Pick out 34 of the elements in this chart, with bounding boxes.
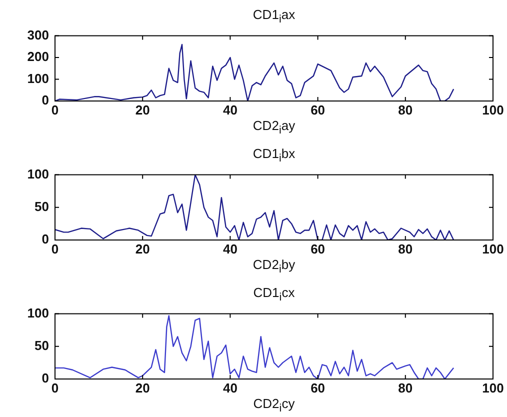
x-tick-label: 60 bbox=[310, 380, 326, 396]
chart-title: CD1$_{i}$bx bbox=[252, 146, 296, 165]
x-tick-label: 40 bbox=[222, 380, 238, 396]
x-tick-label: 0 bbox=[51, 102, 59, 118]
x-tick-label: 80 bbox=[398, 380, 413, 396]
y-tick-label: 0 bbox=[42, 232, 49, 247]
x-tick-label: 80 bbox=[398, 241, 413, 256]
x-tick-label: 80 bbox=[398, 102, 413, 118]
x-tick-label: 20 bbox=[135, 241, 150, 256]
x-tick-label: 20 bbox=[135, 102, 150, 118]
y-tick-label: 0 bbox=[42, 92, 49, 108]
x-tick-label: 100 bbox=[482, 241, 504, 256]
y-tick-label: 50 bbox=[34, 198, 49, 214]
y-tick-label: 0 bbox=[42, 370, 49, 386]
y-tick-label: 200 bbox=[27, 49, 49, 64]
y-tick-label: 300 bbox=[27, 27, 49, 42]
x-tick-label: 100 bbox=[482, 380, 504, 396]
x-axis-title: CD2$_{i}$cy bbox=[252, 396, 296, 415]
x-axis-title: CD2$_{i}$ay bbox=[252, 118, 296, 137]
x-tick-label: 0 bbox=[51, 241, 59, 256]
x-tick-label: 60 bbox=[310, 102, 326, 118]
chart-title: CD1$_{i}$ax bbox=[252, 7, 296, 26]
x-tick-label: 0 bbox=[51, 380, 59, 396]
x-axis-title: CD2$_{i}$by bbox=[252, 257, 296, 276]
chart-title: CD1$_{i}$cx bbox=[252, 285, 296, 304]
y-tick-label: 50 bbox=[34, 338, 49, 353]
x-tick-label: 40 bbox=[222, 241, 238, 256]
x-tick-label: 60 bbox=[310, 241, 326, 256]
x-tick-label: 40 bbox=[222, 102, 238, 118]
y-tick-label: 100 bbox=[27, 305, 49, 320]
y-tick-label: 100 bbox=[27, 70, 49, 86]
x-tick-label: 20 bbox=[135, 380, 150, 396]
y-tick-label: 100 bbox=[27, 166, 49, 182]
x-tick-label: 100 bbox=[482, 102, 504, 118]
